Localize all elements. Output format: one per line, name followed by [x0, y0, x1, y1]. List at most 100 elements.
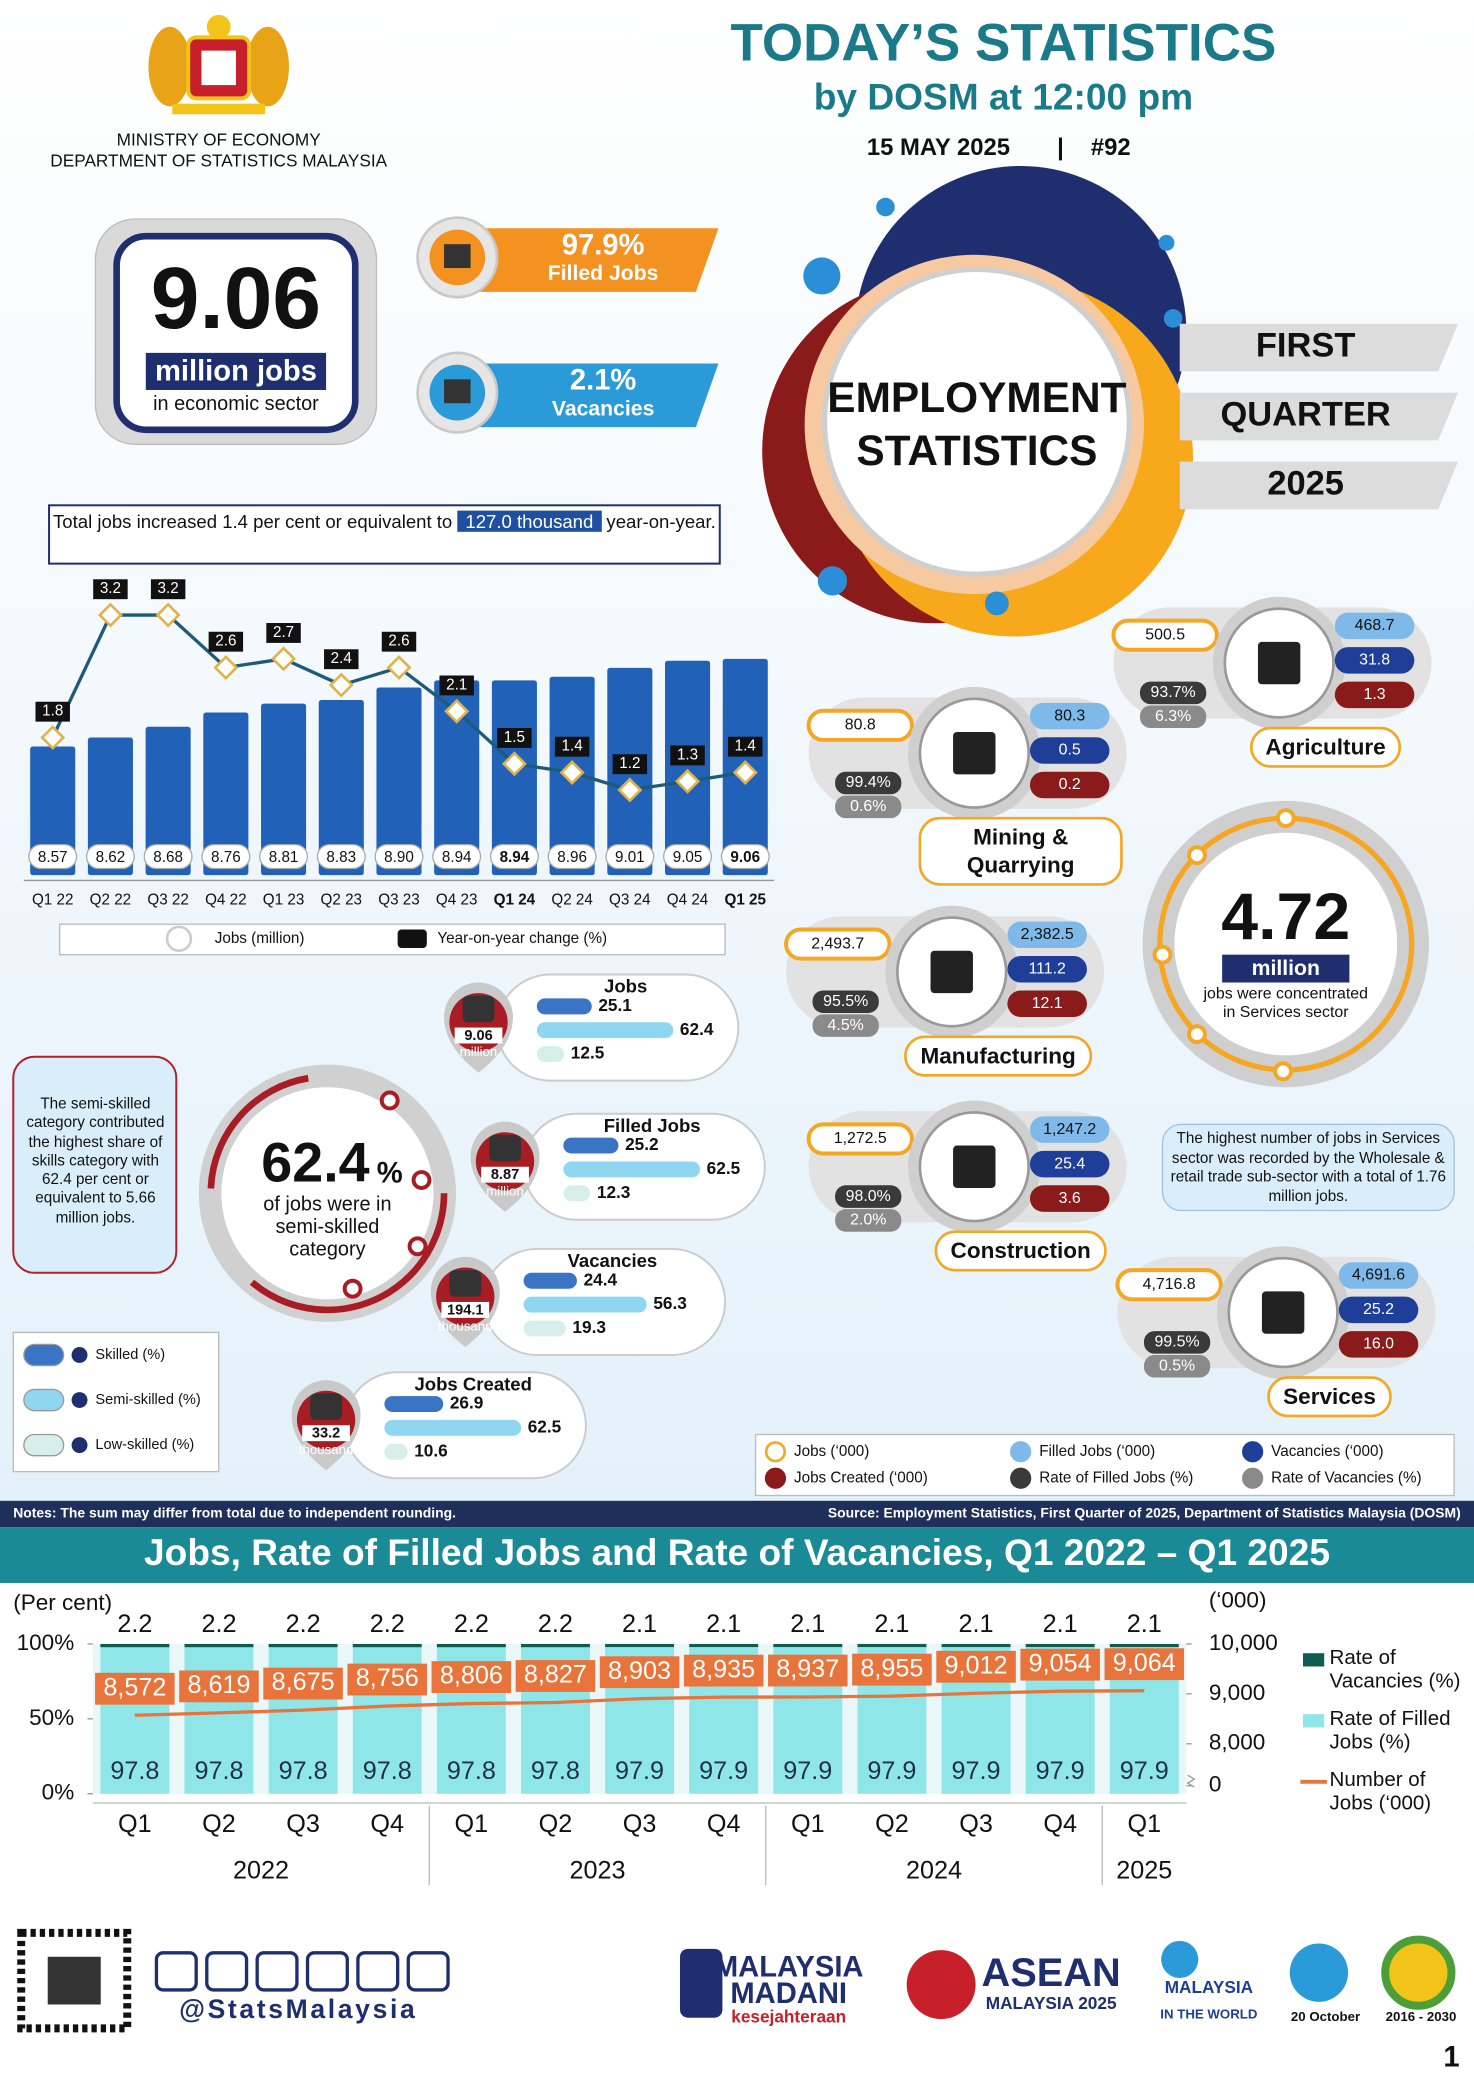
issue: #92	[1091, 134, 1131, 161]
filled-label: 97.8	[531, 1757, 580, 1785]
deco-bubble	[1163, 309, 1183, 328]
skill-value: 12.5	[571, 1043, 605, 1063]
vacancy-label: 2.1	[622, 1610, 657, 1638]
y2-tick-label: 9,000	[1209, 1680, 1265, 1705]
sector-rate: 99.4%	[846, 774, 891, 791]
y2-tick-label: 10,000	[1209, 1630, 1278, 1655]
sector-rate: 95.5%	[823, 993, 868, 1010]
sector-pill	[1338, 1331, 1419, 1358]
sector-legend-box	[754, 1433, 1455, 1497]
skills-note-text: The semi-skilled category contributed th…	[26, 1096, 165, 1227]
x-tick-label: Q4 23	[436, 891, 478, 908]
bar-label-bg	[143, 843, 193, 870]
services-note-text: The highest number of jobs in Services s…	[1170, 1130, 1446, 1205]
jobs-label-bg	[95, 1672, 175, 1705]
sdg-mark	[1381, 1935, 1456, 2010]
bar-vacancies	[773, 1643, 843, 1648]
sector-jobs: 1,272.5	[834, 1130, 887, 1147]
line-marker	[155, 602, 181, 628]
jobs-label-bg	[1104, 1648, 1185, 1681]
filled-label: 97.9	[1036, 1757, 1085, 1785]
sector-rate: 2.0%	[850, 1212, 886, 1229]
jobs-label: 8,937	[776, 1655, 839, 1683]
skill-value: 62.5	[707, 1158, 741, 1178]
logo-text: 2016 - 2030	[1386, 2009, 1457, 2024]
x-tick-label: Q4 22	[205, 891, 247, 908]
sector-jobs: 500.5	[1145, 626, 1185, 643]
skill-pin-label-bg	[454, 1027, 503, 1044]
sector-name-text: Construction	[934, 1230, 1107, 1272]
period-banner	[1179, 392, 1459, 441]
filled-label: 97.8	[194, 1757, 243, 1785]
sector-value: 0.2	[1059, 776, 1081, 793]
sector-name-frame: Manufacturing	[904, 1035, 1092, 1077]
sector-pill	[1334, 612, 1415, 640]
line-label-bg	[35, 701, 70, 722]
date: 15 MAY 2025	[867, 134, 1010, 161]
bar-vacancies	[268, 1643, 338, 1648]
skills-legend-label: Skilled (%)	[95, 1347, 165, 1363]
sector-pill	[1029, 702, 1110, 730]
skill-value: 19.3	[572, 1317, 606, 1337]
share-dot	[379, 1090, 400, 1111]
sector-pill	[1029, 771, 1110, 799]
vacancy-label: 2.1	[1127, 1610, 1162, 1638]
sector-pill	[1007, 921, 1087, 949]
y2-tick-label: 8,000	[1209, 1730, 1265, 1755]
skills-legend-icon	[71, 1437, 88, 1454]
legend-label-frame: Rate of Filled Jobs (%)	[1330, 1708, 1473, 1756]
legend-label-text: Number of Jobs (‘000)	[1329, 1768, 1432, 1815]
sector-legend-swatch	[1242, 1441, 1264, 1463]
skill-bar	[523, 1296, 647, 1313]
services-note-frame: The highest number of jobs in Services s…	[1169, 1130, 1447, 1207]
sector-rate-pill	[1139, 681, 1207, 705]
jobs-label: 8,827	[524, 1661, 587, 1689]
x-tick-label: Q3 22	[147, 891, 189, 908]
deco-bubble	[1158, 234, 1175, 251]
notes-bar	[0, 1500, 1474, 1528]
skills-note-frame: The semi-skilled category contributed th…	[26, 1096, 165, 1227]
sector-pill	[1007, 955, 1087, 983]
line-label: 1.3	[677, 746, 698, 763]
services-caption-text: jobs were concentrated in Services secto…	[1203, 983, 1368, 1021]
bar-label-bg	[201, 843, 251, 870]
line-label-bg	[381, 631, 417, 652]
share-arc	[207, 1073, 448, 1314]
deco-bubble	[984, 591, 1009, 616]
vacancy-label: 2.1	[959, 1610, 994, 1638]
services-dot	[1273, 1061, 1294, 1082]
skill-bar	[384, 1419, 522, 1436]
skill-unit: million	[460, 1044, 498, 1059]
year-label: 2025	[1116, 1857, 1172, 1885]
sector-name-text: Mining & Quarrying	[918, 816, 1123, 886]
share-unit: %	[377, 1157, 403, 1189]
share-dot	[411, 1170, 432, 1190]
logo-text: kesejahteraan	[731, 2006, 846, 2026]
bar-label-bg	[374, 843, 424, 870]
x-tick-label: Q3 24	[609, 891, 651, 908]
line-label: 1.5	[504, 729, 525, 746]
sector-legend-swatch	[764, 1467, 787, 1489]
vacancy-label: 2.2	[286, 1610, 321, 1638]
legend-label: Rate of Filled Jobs (%)	[1330, 1708, 1473, 1756]
services-note: The highest number of jobs in Services s…	[1169, 1130, 1447, 1207]
skill-bar	[523, 1272, 577, 1289]
sector-jobs-pill	[1115, 1268, 1223, 1302]
bar-vacancies	[941, 1643, 1011, 1648]
bar-label-bg	[605, 843, 655, 870]
sector-icon	[953, 731, 996, 775]
vacancy-label: 2.1	[706, 1610, 741, 1638]
jobs-label-bg	[515, 1660, 596, 1692]
line-label: 1.4	[562, 738, 584, 755]
bar-label-bg	[720, 843, 770, 870]
sector-legend-swatch	[1010, 1467, 1032, 1489]
sector-value: 4,691.6	[1352, 1267, 1405, 1284]
sector-legend-label: Rate of Vacancies (%)	[1271, 1469, 1421, 1486]
bar-label: 9.01	[615, 849, 645, 866]
bar-label: 9.05	[673, 849, 703, 866]
bar-label: 8.90	[384, 849, 414, 866]
services-dot	[1187, 845, 1207, 866]
x-tick-label: Q2 24	[551, 891, 593, 908]
logo-text: MALAYSIA	[1165, 1977, 1253, 1997]
ministry: MINISTRY OF ECONOMY	[117, 129, 322, 149]
